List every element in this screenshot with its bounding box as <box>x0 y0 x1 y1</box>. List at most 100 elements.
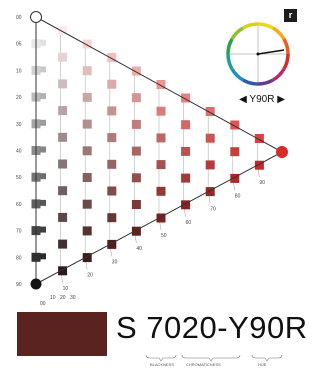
color-sample-patch <box>17 312 107 356</box>
color-chip <box>107 239 117 249</box>
chromatic-corner <box>276 146 288 158</box>
blackness-tick: 30 <box>16 122 22 128</box>
color-chip <box>58 239 68 249</box>
chromaticness-tick: 70 <box>210 207 216 213</box>
color-chip <box>107 53 117 62</box>
color-chip <box>107 106 117 116</box>
chromaticness-tick: 10 <box>63 286 69 292</box>
hue-center-dot <box>256 52 260 56</box>
blackness-tick: 80 <box>16 255 22 261</box>
hue-arc <box>272 68 286 82</box>
color-chip <box>40 93 46 100</box>
color-chip <box>107 213 117 223</box>
chromaticness-tick: 50 <box>161 233 167 239</box>
color-chip <box>205 160 215 170</box>
legend-chromaticness: CHROMATICNESS <box>186 362 221 367</box>
color-chip <box>107 159 117 169</box>
triangle-outline <box>35 16 283 285</box>
hue-label: ◀ Y90R ▶ <box>239 94 285 105</box>
color-chip <box>82 253 92 263</box>
chromaticness-tick: 40 <box>136 246 142 252</box>
color-chip <box>58 106 68 116</box>
color-chip <box>40 39 46 46</box>
color-chip <box>107 133 117 143</box>
blackness-tick: 20 <box>16 95 22 101</box>
hue-arc <box>272 26 286 40</box>
hue-arc <box>226 38 234 55</box>
hue-arc <box>257 78 274 86</box>
category-badge: r <box>284 9 297 22</box>
color-chip <box>58 212 68 222</box>
blackness-tick: 00 <box>16 15 22 21</box>
hue-arc <box>282 53 290 70</box>
color-chip <box>156 80 166 89</box>
blackness-tick: 50 <box>16 175 22 181</box>
color-chip <box>156 133 166 143</box>
color-chip <box>58 52 68 62</box>
chromaticness-tick: 60 <box>186 220 192 226</box>
bottom-tick: 10 <box>50 295 56 301</box>
color-chip <box>82 199 92 209</box>
blackness-tick: 90 <box>16 282 22 288</box>
hue-arc <box>257 22 274 30</box>
color-chip <box>82 226 92 236</box>
color-chip <box>254 160 264 170</box>
color-chip <box>82 92 92 102</box>
color-chips <box>31 26 264 276</box>
blackness-tick: 60 <box>16 202 22 208</box>
color-chip <box>58 266 68 276</box>
white-corner <box>30 11 42 23</box>
color-chip <box>40 119 46 126</box>
color-chip <box>82 66 92 76</box>
blackness-tick: 05 <box>16 42 22 48</box>
chromaticness-tick: 30 <box>112 259 118 265</box>
color-chip <box>181 93 191 103</box>
color-chip <box>58 79 68 89</box>
hue-arc <box>282 38 290 55</box>
color-chip <box>156 160 166 170</box>
color-chip <box>131 146 141 156</box>
hue-pointer <box>257 49 285 55</box>
color-chip <box>230 147 240 157</box>
bottom-tick: 20 <box>60 295 66 301</box>
blackness-tick: 10 <box>16 68 22 74</box>
chromaticness-tick: 80 <box>235 193 241 199</box>
legend-brace <box>145 354 177 362</box>
color-chip <box>131 200 141 209</box>
bottom-tick: 00 <box>40 301 46 307</box>
color-chip <box>82 119 92 129</box>
legend-hue: HUE <box>258 362 267 367</box>
color-chip <box>205 107 215 116</box>
color-chip <box>40 199 46 206</box>
color-chip <box>131 66 141 76</box>
color-chip <box>82 173 92 182</box>
color-chip <box>230 120 240 130</box>
color-chip <box>40 253 46 260</box>
blackness-tick: 40 <box>16 149 22 155</box>
color-chip <box>58 159 68 169</box>
color-chip <box>82 39 92 49</box>
legend-brace <box>251 354 283 362</box>
hue-arc <box>230 26 244 40</box>
color-chip <box>131 226 141 236</box>
ncs-notation: S 7020-Y90R <box>116 310 308 345</box>
color-chip <box>181 146 191 156</box>
hue-arc <box>242 22 259 30</box>
color-chip <box>181 173 191 183</box>
legend-brace <box>181 354 241 362</box>
color-chip <box>156 213 166 223</box>
color-chip <box>40 66 46 73</box>
color-chip <box>205 133 215 143</box>
legend-blackness: BLACKNESS <box>150 362 175 367</box>
color-chip <box>40 173 46 180</box>
color-chip <box>181 200 191 210</box>
hue-circle <box>226 22 290 86</box>
bottom-tick: 30 <box>70 295 76 301</box>
color-chip <box>181 120 191 130</box>
chromaticness-tick: 90 <box>259 180 265 186</box>
blackness-tick: 70 <box>16 229 22 235</box>
color-chip <box>156 186 166 196</box>
color-chip <box>82 146 92 156</box>
color-chip <box>131 173 141 183</box>
